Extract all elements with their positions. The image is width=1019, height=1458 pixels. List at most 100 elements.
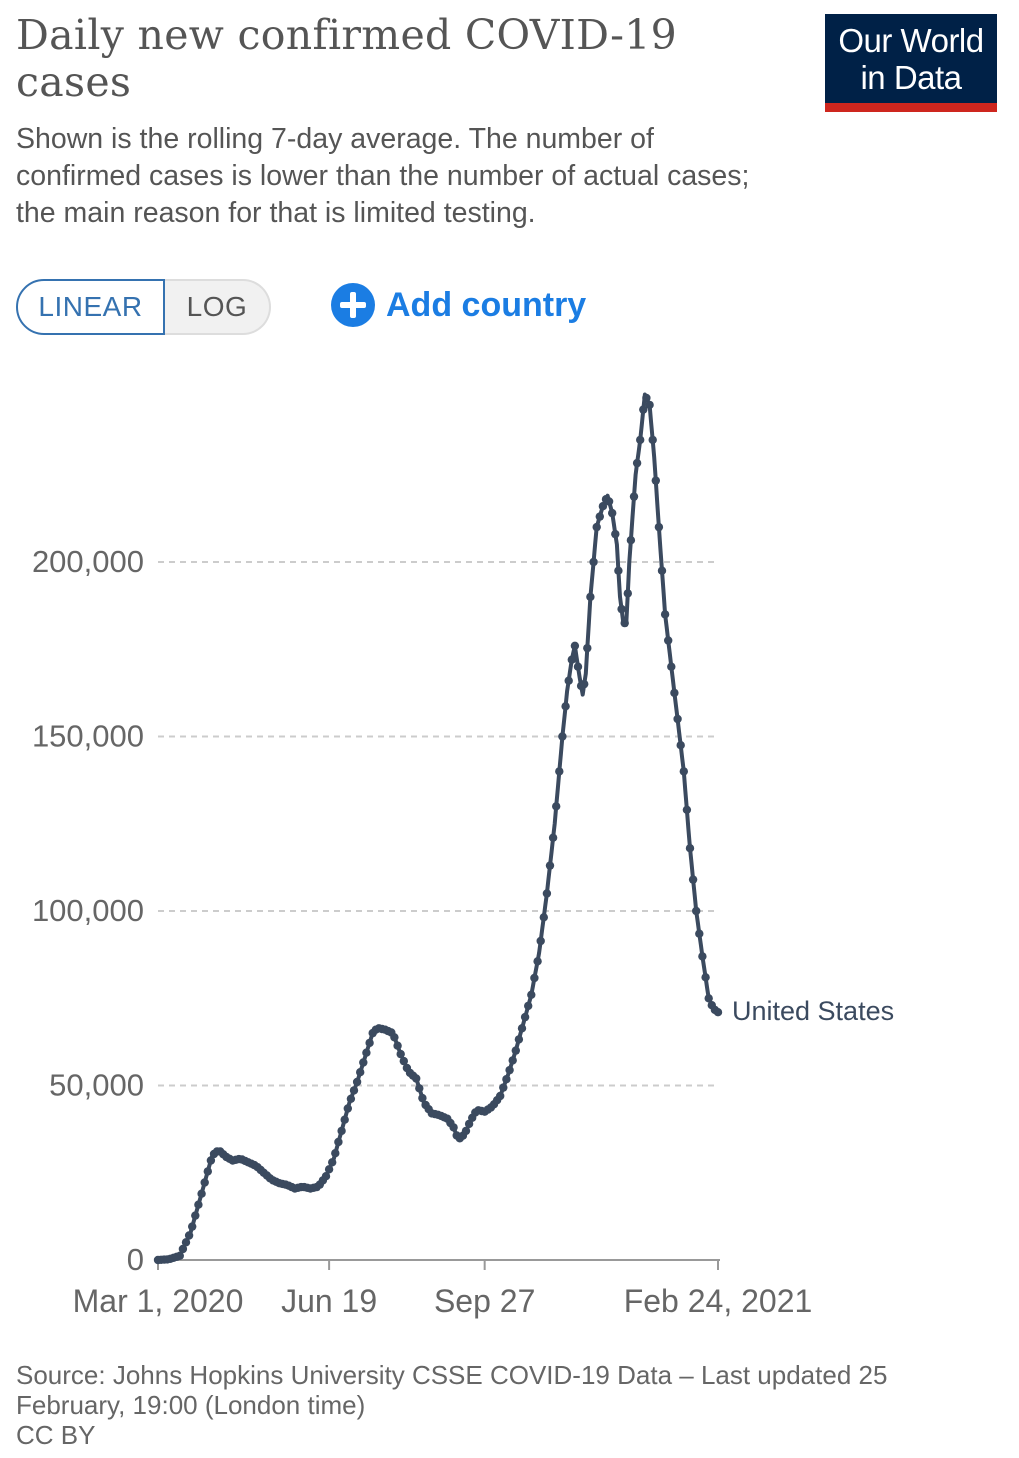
data-point[interactable] [396,1049,405,1059]
data-point[interactable] [175,1251,184,1260]
data-point[interactable] [564,676,573,685]
data-point[interactable] [362,1048,371,1057]
data-point[interactable] [508,1056,517,1065]
data-point[interactable] [695,929,704,938]
data-point[interactable] [527,990,536,999]
data-point[interactable] [701,973,710,982]
data-point[interactable] [331,1149,340,1158]
data-point[interactable] [698,952,707,961]
data-point[interactable] [321,1172,331,1181]
data-point[interactable] [517,1024,527,1033]
data-point[interactable] [328,1158,337,1167]
data-point[interactable] [632,458,642,468]
data-point[interactable] [346,1094,356,1103]
data-point[interactable] [688,875,698,884]
data-point[interactable] [552,802,561,811]
series-line-united-states[interactable] [156,392,720,1262]
data-point[interactable] [654,522,664,532]
data-point[interactable] [184,1231,194,1240]
data-point[interactable] [349,1086,359,1095]
data-point[interactable] [418,1093,427,1103]
data-point[interactable] [620,618,629,628]
data-point[interactable] [704,994,713,1003]
data-point[interactable] [548,833,558,842]
data-point[interactable] [514,1035,524,1044]
data-point[interactable] [648,435,657,445]
data-point[interactable] [682,805,692,814]
data-point[interactable] [415,1084,424,1093]
data-point[interactable] [194,1200,203,1209]
license-label[interactable]: CC BY [16,1420,96,1450]
data-point[interactable] [337,1126,346,1136]
data-point[interactable] [191,1211,200,1220]
data-point[interactable] [592,522,601,532]
data-point[interactable] [399,1056,408,1066]
data-point[interactable] [660,610,670,619]
data-point[interactable] [520,1012,530,1022]
data-point[interactable] [561,702,570,711]
data-point[interactable] [614,566,623,575]
data-point[interactable] [604,497,614,506]
data-point[interactable] [530,973,539,983]
data-point[interactable] [536,936,545,946]
data-point[interactable] [449,1123,458,1132]
data-point[interactable] [667,662,676,671]
data-point[interactable] [511,1046,520,1055]
data-point[interactable] [617,604,626,614]
data-point[interactable] [626,536,636,545]
data-point[interactable] [598,502,608,511]
log-scale-button[interactable]: LOG [165,279,271,335]
data-point[interactable] [692,906,701,916]
data-point[interactable] [645,400,654,410]
line-chart[interactable]: 0 50,000 100,000 150,000 200,000 Mar 1, 2020 J… [0,350,1019,1350]
data-point[interactable] [570,641,580,650]
data-point[interactable] [595,512,604,521]
data-point[interactable] [673,714,682,724]
data-point[interactable] [713,1008,723,1017]
data-point[interactable] [206,1156,216,1165]
data-point[interactable] [611,529,620,539]
data-point[interactable] [639,405,648,414]
data-point[interactable] [393,1041,402,1050]
data-point[interactable] [676,741,685,750]
data-point[interactable] [586,592,595,602]
data-point[interactable] [412,1074,421,1083]
data-point[interactable] [651,476,660,485]
data-point[interactable] [499,1083,508,1092]
data-point[interactable] [629,492,639,501]
data-point[interactable] [539,913,548,922]
data-point[interactable] [545,861,555,870]
data-point[interactable] [365,1038,374,1048]
data-point[interactable] [390,1033,399,1042]
linear-scale-button[interactable]: LINEAR [16,279,165,335]
data-point[interactable] [359,1058,368,1067]
data-point[interactable] [657,566,667,575]
data-point[interactable] [623,589,632,598]
data-point[interactable] [524,1001,533,1011]
data-point[interactable] [642,393,651,403]
data-point[interactable] [352,1077,362,1087]
data-point[interactable] [324,1165,334,1174]
data-point[interactable] [356,1068,365,1077]
data-point[interactable] [533,957,542,966]
data-point[interactable] [203,1167,212,1176]
data-point[interactable] [505,1065,514,1075]
data-point[interactable] [461,1126,471,1136]
data-point[interactable] [608,508,617,518]
data-point[interactable] [685,844,695,853]
data-point[interactable] [558,732,567,741]
data-point[interactable] [664,636,673,645]
data-point[interactable] [188,1222,197,1231]
data-point[interactable] [343,1104,352,1113]
data-point[interactable] [178,1244,188,1254]
data-point[interactable] [502,1075,511,1084]
data-point[interactable] [496,1091,505,1101]
data-point[interactable] [542,889,552,898]
data-point[interactable] [583,643,592,653]
data-point[interactable] [555,767,564,776]
data-point[interactable] [197,1189,206,1198]
add-country-button[interactable]: Add country [331,282,586,328]
data-point[interactable] [334,1137,343,1147]
data-point[interactable] [340,1115,349,1124]
data-point[interactable] [589,557,598,567]
